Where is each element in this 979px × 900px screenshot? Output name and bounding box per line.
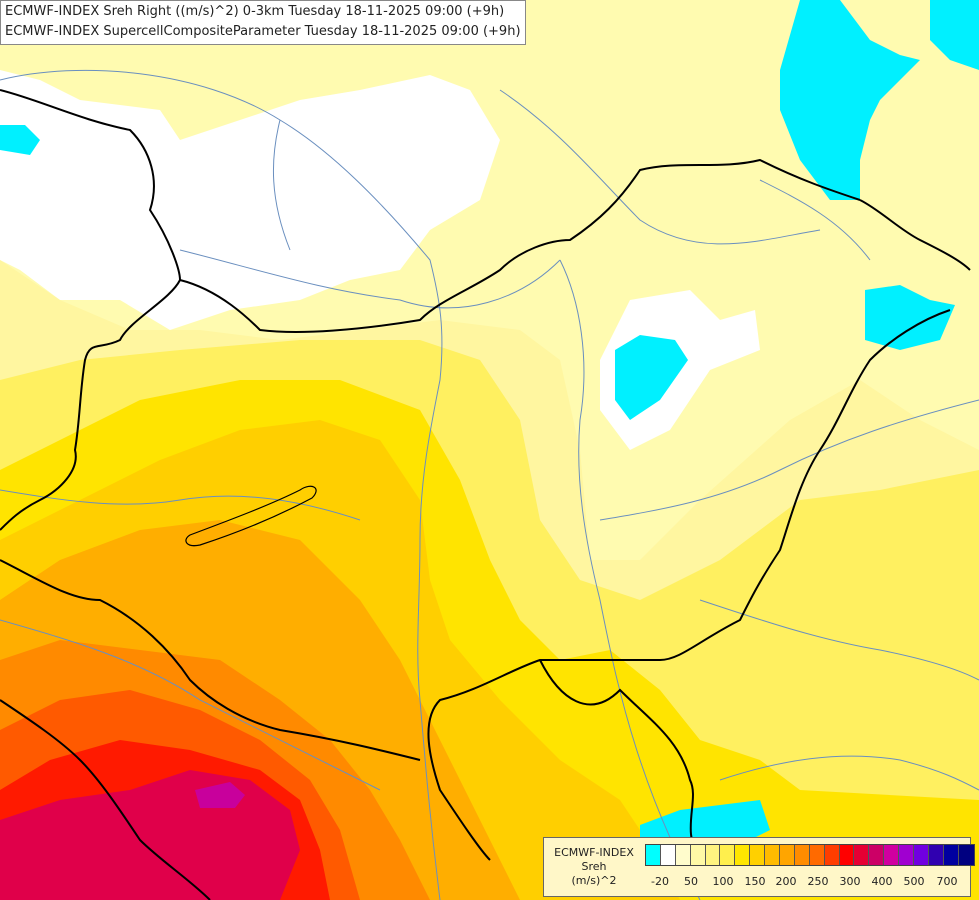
- legend-swatch: [675, 845, 691, 865]
- color-legend: ECMWF-INDEX Sreh (m/s)^2 -20 50 100 150 200 2…: [543, 837, 975, 897]
- legend-swatches: [645, 844, 975, 866]
- legend-swatch: [869, 845, 885, 865]
- legend-ticks: -20 50 100 150 200 250 300 400 500 700: [645, 875, 969, 889]
- legend-swatch: [884, 845, 900, 865]
- legend-swatch: [839, 845, 855, 865]
- legend-swatch: [914, 845, 929, 865]
- cyan-zone-central: [615, 335, 688, 420]
- legend-swatch: [794, 845, 810, 865]
- legend-swatch: [646, 845, 661, 865]
- title-line-2: ECMWF-INDEX SupercellCompositeParameter …: [5, 24, 521, 39]
- legend-tick-label: 700: [936, 875, 958, 888]
- legend-swatch: [780, 845, 795, 865]
- legend-swatch: [720, 845, 736, 865]
- legend-swatch: [899, 845, 915, 865]
- legend-swatch: [750, 845, 766, 865]
- lake-balaton: [185, 485, 317, 547]
- legend-swatch: [705, 845, 721, 865]
- legend-title-line-1: ECMWF-INDEX: [554, 846, 634, 859]
- legend-tick-label: 500: [903, 875, 925, 888]
- legend-tick-label: -20: [651, 875, 669, 888]
- rivers: [0, 69, 979, 900]
- legend-swatch: [824, 845, 840, 865]
- title-line-1: ECMWF-INDEX Sreh Right ((m/s)^2) 0-3km T…: [5, 4, 505, 19]
- cyan-zone-south: [640, 800, 770, 845]
- legend-swatch: [765, 845, 781, 865]
- legend-swatch: [943, 845, 959, 865]
- map-title: ECMWF-INDEX Sreh Right ((m/s)^2) 0-3km T…: [0, 0, 526, 45]
- cyan-zone-northeast: [780, 0, 920, 200]
- country-borders: [0, 89, 971, 900]
- legend-swatch: [809, 845, 825, 865]
- legend-title: ECMWF-INDEX Sreh (m/s)^2: [548, 846, 640, 888]
- legend-title-line-2: Sreh: [581, 860, 607, 873]
- legend-swatch: [735, 845, 751, 865]
- legend-swatch: [660, 845, 676, 865]
- legend-tick-label: 300: [839, 875, 861, 888]
- legend-swatch: [854, 845, 870, 865]
- legend-tick-label: 250: [807, 875, 829, 888]
- legend-swatch: [690, 845, 706, 865]
- magenta-spot: [195, 782, 245, 808]
- cyan-zone-east: [865, 285, 955, 350]
- legend-title-line-3: (m/s)^2: [571, 874, 617, 887]
- white-zone-northwest: [0, 70, 500, 330]
- legend-swatch: [928, 845, 944, 865]
- legend-tick-label: 200: [775, 875, 797, 888]
- legend-tick-label: 400: [871, 875, 893, 888]
- cyan-zone-west: [0, 125, 40, 155]
- legend-tick-label: 150: [744, 875, 766, 888]
- legend-tick-label: 100: [712, 875, 734, 888]
- legend-swatch: [958, 845, 974, 865]
- cyan-zone-top-right: [930, 0, 979, 70]
- legend-tick-label: 50: [684, 875, 698, 888]
